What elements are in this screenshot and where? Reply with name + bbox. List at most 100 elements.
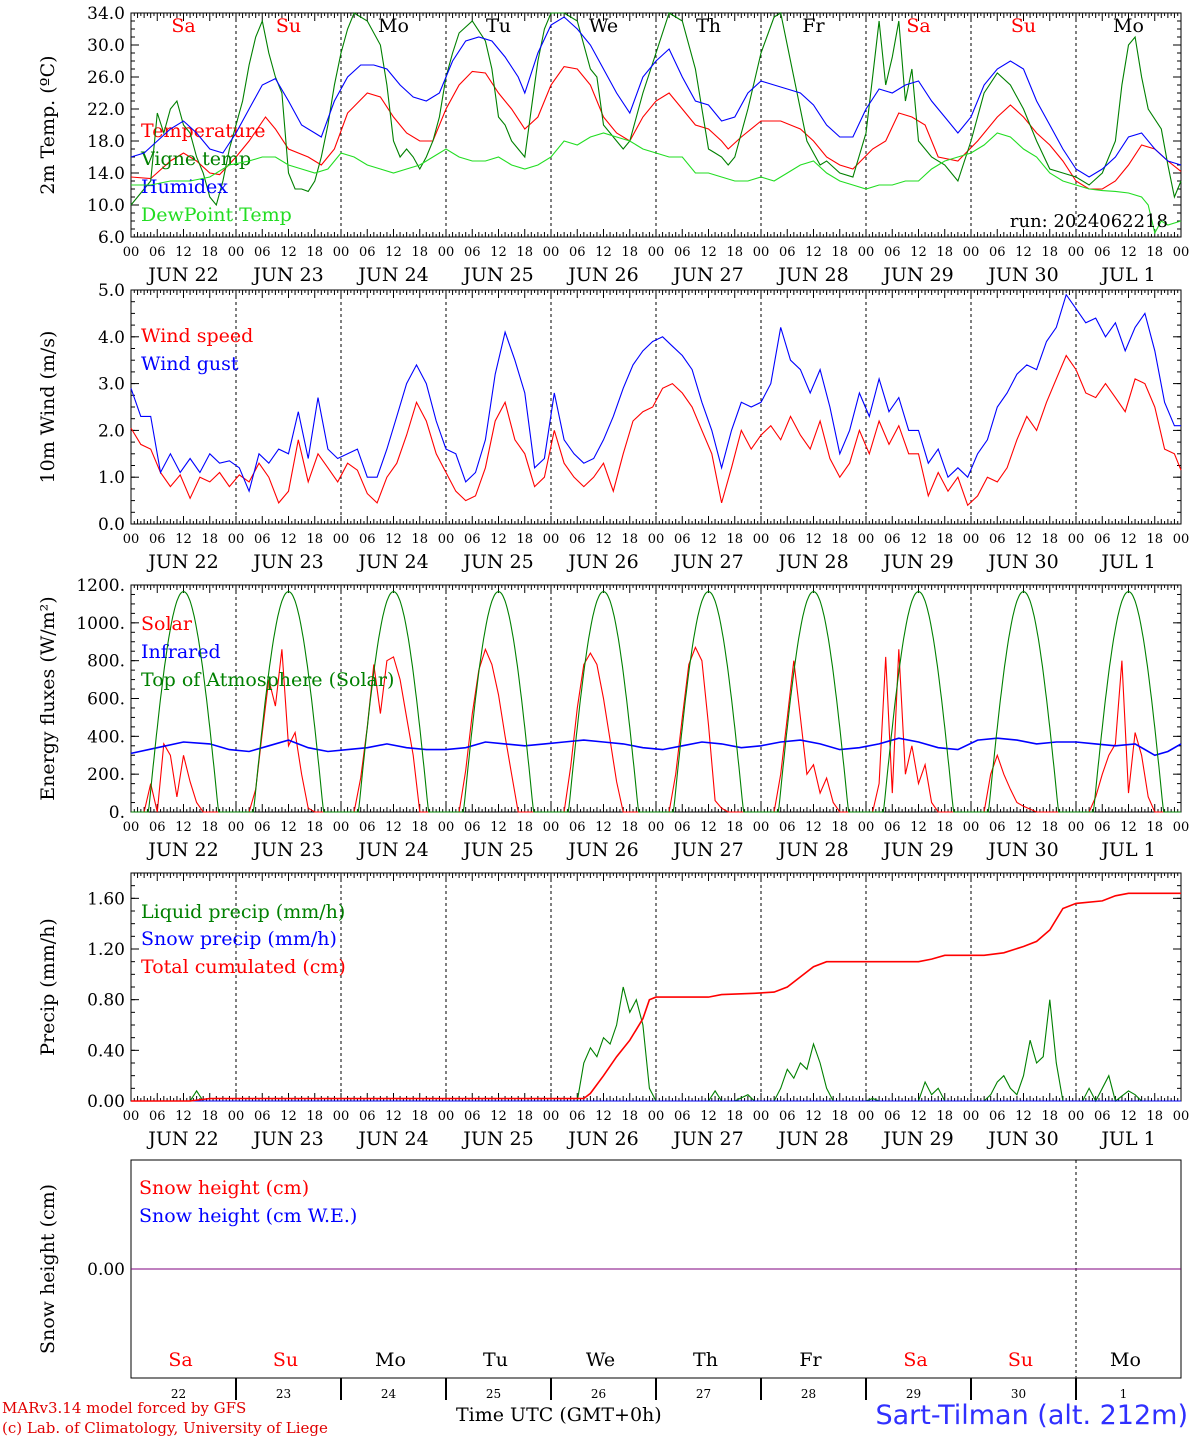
hour-tick-label: 06 <box>989 1109 1006 1124</box>
day-label: JUN 23 <box>251 839 323 861</box>
weekday-label: Su <box>1008 1349 1033 1371</box>
legend-snow-precip-mm-h: Snow precip (mm/h) <box>141 928 337 950</box>
y-tick-label: 5.0 <box>98 281 125 301</box>
y-tick-label: 30.0 <box>87 36 125 56</box>
day-label: JUN 24 <box>356 1128 428 1150</box>
day-label: JUN 27 <box>671 551 743 573</box>
y-tick-label: 1.0 <box>98 468 125 488</box>
weekday-label: Mo <box>1110 1349 1141 1371</box>
hour-tick-label: 12 <box>805 532 822 547</box>
hour-tick-label: 12 <box>910 245 927 260</box>
day-label: JUL 1 <box>1099 551 1155 573</box>
hour-tick-label: 00 <box>333 245 350 260</box>
hour-tick-label: 12 <box>595 820 612 835</box>
hour-tick-label: 12 <box>700 532 717 547</box>
hour-tick-label: 06 <box>884 532 901 547</box>
hour-tick-label: 06 <box>569 245 586 260</box>
day-label: JUN 28 <box>776 551 848 573</box>
y-tick-label: 0.80 <box>87 991 125 1011</box>
hour-tick-label: 06 <box>464 245 481 260</box>
day-label: JUN 23 <box>251 551 323 573</box>
hour-tick-label: 00 <box>753 1109 770 1124</box>
hour-tick-label: 12 <box>490 1109 507 1124</box>
hour-tick-label: 00 <box>963 245 980 260</box>
series-line-wind-gust <box>130 293 1181 493</box>
hour-tick-label: 18 <box>936 820 953 835</box>
day-label: JUN 23 <box>251 264 323 286</box>
panel-4: 00 06 12 18 00 06 12 18 00 06 12 18 00 06 12 18 00 06 12 18… <box>37 872 1189 1150</box>
day-label: JUN 30 <box>986 839 1058 861</box>
day-number-label: 24 <box>381 1387 397 1401</box>
hour-tick-label: 00 <box>333 1109 350 1124</box>
hour-tick-label: 18 <box>936 532 953 547</box>
hour-tick-label: 18 <box>831 245 848 260</box>
y-tick-label: 200. <box>87 765 125 785</box>
day-number-label: 26 <box>591 1387 606 1401</box>
y-tick-label: 1200. <box>76 576 125 596</box>
y-tick-label: 1000. <box>76 614 125 634</box>
hour-tick-label: 12 <box>1015 245 1032 260</box>
hour-tick-label: 00 <box>438 245 455 260</box>
hour-tick-label: 18 <box>1041 820 1058 835</box>
hour-tick-label: 00 <box>1068 532 1085 547</box>
hour-tick-label: 06 <box>884 820 901 835</box>
hour-tick-label: 18 <box>201 245 218 260</box>
hour-tick-label: 12 <box>1015 532 1032 547</box>
day-label: JUN 27 <box>671 839 743 861</box>
hour-tick-label: 06 <box>359 532 376 547</box>
legend-infrared: Infrared <box>141 641 221 663</box>
credit-model: MARv3.14 model forced by GFS <box>2 1399 247 1417</box>
hour-tick-label: 12 <box>805 1109 822 1124</box>
hour-tick-label: 12 <box>1015 1109 1032 1124</box>
hour-tick-label: 12 <box>385 820 402 835</box>
hour-tick-label: 12 <box>175 532 192 547</box>
hour-tick-label: 12 <box>910 1109 927 1124</box>
series-line-top-of-atmosphere-solar <box>131 591 1181 813</box>
day-number-label: 22 <box>171 1387 186 1401</box>
hour-tick-label: 00 <box>858 245 875 260</box>
hour-tick-label: 00 <box>753 245 770 260</box>
hour-tick-label: 00 <box>1068 1109 1085 1124</box>
weekday-label: Su <box>276 15 301 37</box>
y-axis-title: Precip (mm/h) <box>37 918 59 1056</box>
legend-wind-speed: Wind speed <box>141 325 253 347</box>
run-label: run: 2024062218 <box>1010 211 1168 232</box>
weekday-label: Su <box>273 1349 298 1371</box>
hour-tick-label: 06 <box>1094 1109 1111 1124</box>
y-tick-label: 800. <box>87 652 125 672</box>
x-axis-title: Time UTC (GMT+0h) <box>456 1404 662 1426</box>
legend-snow-height-cm: Snow height (cm) <box>139 1177 309 1199</box>
hour-tick-label: 18 <box>306 820 323 835</box>
hour-tick-label: 12 <box>385 532 402 547</box>
hour-tick-label: 18 <box>306 1109 323 1124</box>
hour-tick-label: 12 <box>700 245 717 260</box>
y-tick-label: 600. <box>87 690 125 710</box>
hour-tick-label: 00 <box>228 532 245 547</box>
legend-liquid-precip-mm-h: Liquid precip (mm/h) <box>141 901 345 923</box>
hour-tick-label: 00 <box>438 532 455 547</box>
day-label: JUL 1 <box>1099 839 1155 861</box>
y-tick-label: 6.0 <box>98 228 125 248</box>
day-label: JUN 24 <box>356 264 428 286</box>
day-label: JUN 25 <box>461 264 533 286</box>
hour-tick-label: 00 <box>963 1109 980 1124</box>
hour-tick-label: 18 <box>201 820 218 835</box>
y-tick-label: 1.60 <box>87 889 125 909</box>
hour-tick-label: 00 <box>543 820 560 835</box>
panel-3: 00 06 12 18 00 06 12 18 00 06 12 18 00 06 12 18 00 06 12 18… <box>37 576 1189 861</box>
weekday-label: We <box>589 15 618 37</box>
hour-tick-label: 06 <box>674 1109 691 1124</box>
hour-tick-label: 06 <box>989 245 1006 260</box>
hour-tick-label: 06 <box>359 820 376 835</box>
day-label: JUN 24 <box>356 551 428 573</box>
y-tick-label: 0.00 <box>87 1260 125 1280</box>
hour-tick-label: 18 <box>621 820 638 835</box>
hour-tick-label: 12 <box>175 1109 192 1124</box>
hour-tick-label: 12 <box>910 532 927 547</box>
station-title: Sart-Tilman (alt. 212m) <box>875 1400 1188 1431</box>
hour-tick-label: 12 <box>280 245 297 260</box>
hour-tick-label: 18 <box>1146 245 1163 260</box>
day-label: JUN 28 <box>776 839 848 861</box>
hour-tick-label: 18 <box>726 532 743 547</box>
